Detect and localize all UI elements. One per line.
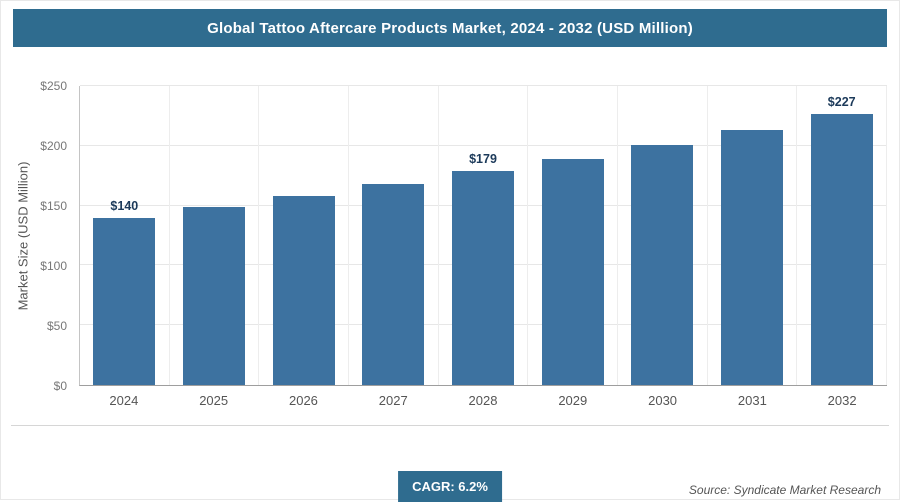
y-tick-label: $50 [46, 319, 67, 333]
gridline [80, 85, 887, 86]
gridline [80, 144, 887, 146]
x-tick-label: 2031 [737, 393, 767, 408]
y-tick-label: $250 [40, 79, 67, 93]
bars-container: $140 $179 $227 [80, 86, 888, 385]
bar-2026 [272, 196, 335, 385]
cagr-badge: CAGR: 6.2% [398, 471, 502, 502]
bar-value-label: $227 [827, 94, 856, 109]
x-tick-label: 2027 [378, 393, 408, 408]
bar-column [170, 86, 260, 385]
bar-column [349, 86, 439, 385]
bar-2025 [182, 206, 246, 385]
bar-2028 [451, 170, 515, 385]
x-tick-label: 2026 [288, 393, 318, 408]
bar-column: $227 [797, 86, 888, 385]
bar-2027 [362, 184, 425, 385]
bar-value-label: $179 [469, 151, 497, 166]
x-tick-label: 2030 [648, 393, 678, 408]
bar-column: $179 [439, 86, 529, 385]
bar-column [259, 86, 350, 385]
y-tick-label: $0 [53, 379, 67, 393]
chart-title-bar: Global Tattoo Aftercare Products Market,… [13, 9, 887, 47]
bar-column: $140 [80, 86, 170, 385]
y-tick-label: $200 [40, 139, 67, 153]
bar-2029 [541, 158, 604, 385]
bar-2031 [721, 130, 784, 385]
x-tick-label: 2028 [468, 393, 498, 408]
bar-column [708, 86, 798, 385]
bar-column [618, 86, 708, 385]
footer-divider [11, 425, 889, 426]
bar-2032 [810, 113, 873, 385]
y-tick-label: $150 [40, 199, 67, 213]
x-tick-label: 2029 [558, 393, 588, 408]
y-tick-label: $100 [40, 259, 67, 273]
source-text: Source: Syndicate Market Research [688, 483, 881, 497]
bar-column [528, 86, 619, 385]
bar-2030 [631, 144, 694, 385]
x-tick-label: 2032 [827, 393, 857, 408]
x-tick-label: 2024 [109, 393, 139, 408]
bar-2024 [93, 217, 156, 385]
chart-title: Global Tattoo Aftercare Products Market,… [207, 19, 693, 37]
x-axis-labels: 2024 2025 2026 2027 2028 2029 2030 2031 2032 [79, 393, 887, 408]
y-axis-ticks: $0 $50 $100 $150 $200 $250 [27, 79, 73, 393]
x-tick-label: 2025 [199, 393, 229, 408]
plot-area: $140 $179 $227 [79, 85, 888, 386]
bar-value-label: $140 [110, 198, 139, 213]
